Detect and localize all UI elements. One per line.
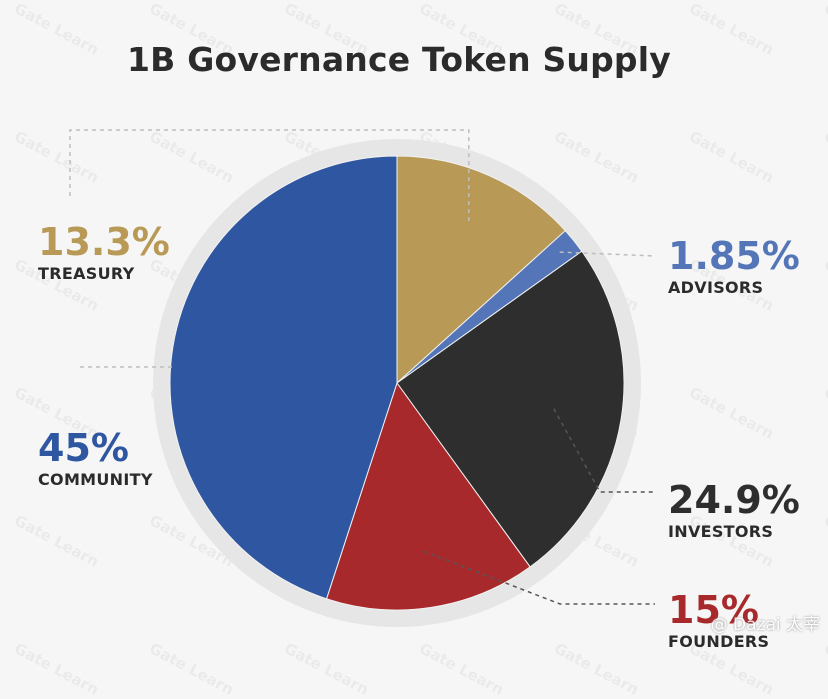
leader-line-founders [423, 550, 655, 605]
author-watermark: @ Dazai 太宰 [710, 615, 820, 635]
slice-name-community: COMMUNITY [38, 470, 153, 489]
pie-slice-treasury [396, 155, 567, 385]
slice-pct-treasury: 13.3% [38, 220, 170, 264]
chart-title: 1B Governance Token Supply [127, 40, 671, 79]
leader-line-treasury [69, 129, 470, 222]
pie-slice-founders [325, 381, 531, 611]
label-treasury: 13.3% TREASURY [38, 222, 170, 283]
label-investors: 24.9% INVESTORS [668, 480, 800, 541]
pie-slice-community [169, 155, 398, 600]
leader-line-investors [553, 408, 655, 493]
label-community: 45% COMMUNITY [38, 428, 153, 489]
chart-area: Gate LearnGate LearnGate LearnGate Learn… [11, 0, 828, 699]
slice-pct-advisors: 1.85% [668, 234, 800, 278]
slice-name-founders: FOUNDERS [668, 632, 770, 651]
slice-name-investors: INVESTORS [668, 522, 774, 541]
slice-pct-community: 45% [38, 426, 129, 470]
pie-chart [69, 129, 656, 627]
slice-name-treasury: TREASURY [38, 264, 135, 283]
pie-slice-investors [396, 250, 625, 568]
slice-name-advisors: ADVISORS [668, 278, 764, 297]
label-founders: 15% FOUNDERS [668, 590, 769, 651]
label-advisors: 1.85% ADVISORS [668, 236, 800, 297]
slice-pct-investors: 24.9% [668, 478, 800, 522]
slice-pct-founders: 15% [668, 588, 759, 632]
